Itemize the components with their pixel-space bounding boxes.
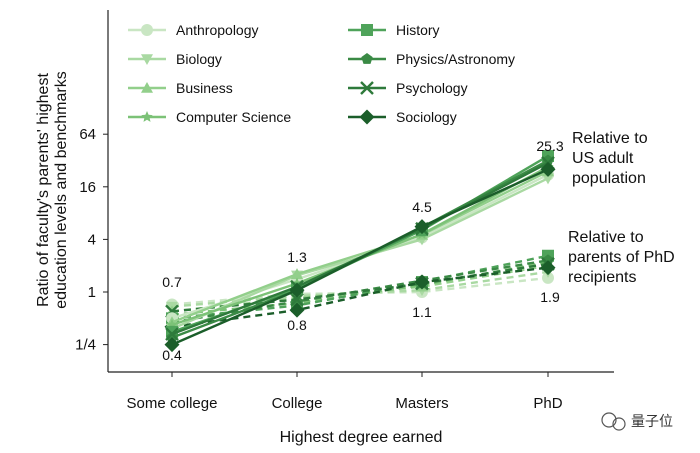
- legend-item: Psychology: [348, 80, 468, 96]
- value-label-us-adult: 4.5: [412, 199, 432, 215]
- x-axis-title: Highest degree earned: [280, 429, 443, 446]
- value-label-phd-parents: 1.1: [412, 304, 432, 320]
- wechat-icon-bubble: [612, 417, 626, 431]
- data-point: [542, 154, 554, 166]
- x-tick-label: College: [272, 395, 323, 412]
- legend-marker: [360, 81, 374, 95]
- value-label-us-adult: 0.4: [162, 347, 182, 363]
- data-point: [542, 173, 554, 185]
- legend-label: Sociology: [396, 109, 457, 125]
- value-label-phd-parents: 1.9: [540, 289, 560, 305]
- data-point: [289, 282, 305, 298]
- legend-label: Physics/Astronomy: [396, 51, 515, 67]
- data-point: [542, 271, 554, 284]
- y-tick-label: 16: [79, 179, 96, 196]
- marker-stroke: [290, 292, 304, 307]
- y-axis-title-line: education levels and benchmarks: [53, 71, 70, 308]
- legend-label: History: [396, 22, 440, 38]
- value-label-phd-parents: 0.7: [162, 274, 182, 290]
- legend: Anthropology Biology Business Computer Scie…: [128, 22, 515, 125]
- group-annotation-line: Relative to: [572, 130, 648, 147]
- legend-marker: [359, 109, 375, 125]
- x-tick-label: Masters: [395, 395, 448, 412]
- value-label-phd-parents: 0.8: [287, 317, 307, 333]
- data-point: [291, 268, 303, 279]
- data-point: [540, 260, 556, 276]
- legend-marker: [141, 111, 153, 122]
- x-tick-label: Some college: [127, 395, 218, 412]
- data-point: [165, 327, 179, 341]
- group-annotation-line: parents of PhD: [568, 249, 675, 266]
- legend-item: History: [348, 22, 440, 38]
- legend-label: Computer Science: [176, 109, 291, 125]
- series-us_adult-sociology: [164, 161, 556, 353]
- watermark-text: 量子位: [631, 414, 673, 430]
- y-tick-label: 1/4: [75, 337, 96, 354]
- data-point: [414, 274, 430, 290]
- x-tick-label: PhD: [533, 395, 562, 412]
- data-point: [164, 337, 180, 353]
- data-point: [540, 161, 556, 177]
- series-line: [171, 259, 549, 324]
- legend-marker: [361, 24, 373, 36]
- legend-marker: [361, 53, 373, 64]
- legend-label: Psychology: [396, 80, 468, 96]
- legend-label: Biology: [176, 51, 222, 67]
- y-tick-label: 4: [88, 231, 96, 248]
- group-annotation: Relative to parents of PhD recipients: [568, 229, 675, 286]
- data-point: [289, 302, 305, 318]
- series-phd_parents-physics-astronomy: [166, 254, 554, 328]
- legend-marker: [141, 82, 153, 93]
- series-line: [171, 168, 549, 346]
- group-annotation-line: Relative to: [568, 229, 644, 246]
- group-annotation-line: population: [572, 170, 646, 187]
- y-axis-title: Ratio of faculty's parents' highesteduca…: [35, 71, 70, 308]
- data-point: [290, 292, 304, 307]
- value-label-us-adult: 25.3: [536, 138, 563, 154]
- watermark: 量子位: [601, 412, 673, 431]
- legend-item: Physics/Astronomy: [348, 51, 515, 67]
- marker-stroke: [165, 327, 179, 341]
- legend-item: Sociology: [348, 109, 457, 125]
- group-annotation: Relative to US adult population: [572, 130, 648, 187]
- group-annotation-line: recipients: [568, 269, 636, 286]
- series-line: [171, 254, 549, 320]
- marker-stroke: [360, 81, 374, 95]
- y-tick-label: 64: [79, 126, 96, 143]
- legend-item: Business: [128, 80, 233, 96]
- y-axis-title-line: Ratio of faculty's parents' highest: [35, 73, 52, 307]
- legend-item: Biology: [128, 51, 222, 67]
- series-line: [171, 170, 549, 324]
- group-annotation-line: US adult: [572, 150, 634, 167]
- value-label-us-adult: 1.3: [287, 249, 307, 265]
- y-tick-label: 1: [88, 284, 96, 301]
- legend-marker: [141, 54, 153, 65]
- legend-marker: [141, 24, 153, 36]
- data-point: [414, 219, 430, 235]
- series-line: [171, 266, 549, 328]
- legend-label: Anthropology: [176, 22, 259, 38]
- legend-label: Business: [176, 80, 233, 96]
- wechat-icon: [601, 412, 617, 428]
- legend-item: Computer Science: [128, 109, 291, 125]
- legend-item: Anthropology: [128, 22, 259, 38]
